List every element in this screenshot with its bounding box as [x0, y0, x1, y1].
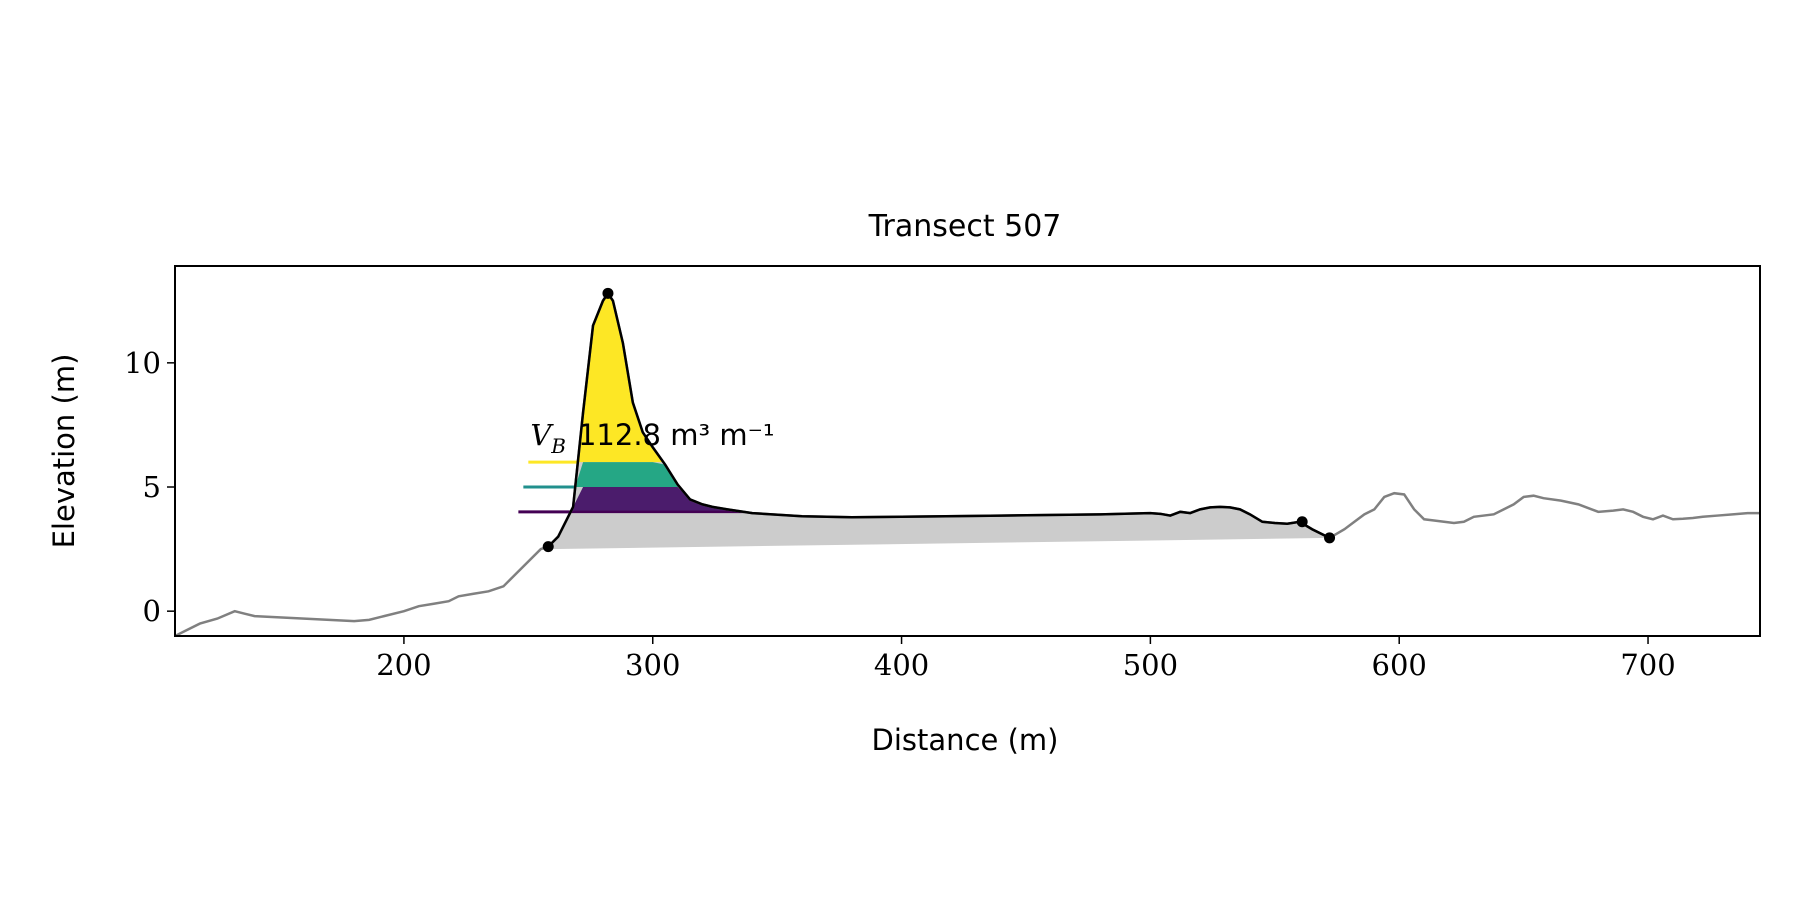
x-tick-label: 600 — [1372, 648, 1427, 682]
x-tick-label: 500 — [1123, 648, 1178, 682]
level-band-4 — [570, 487, 744, 512]
profile-full-line — [175, 291, 1760, 636]
beach-volume-area — [548, 293, 1330, 550]
plot-content — [175, 287, 1760, 636]
plot-area — [175, 287, 1760, 636]
x-tick-label: 400 — [874, 648, 929, 682]
profile-marker-3 — [1296, 516, 1308, 528]
profile-marker-1 — [542, 541, 554, 553]
y-tick-label: 0 — [143, 594, 161, 628]
x-tick-label: 700 — [1620, 648, 1675, 682]
x-axis: 200 300 400 500 600 700 — [376, 636, 1676, 682]
profile-marker-2 — [602, 287, 614, 299]
level-band-6 — [577, 293, 664, 463]
profile-beach-line — [547, 291, 1331, 548]
volume-value: 112.8 m³ m⁻¹ — [578, 418, 775, 452]
volume-annotation-text: VB 112.8 m³ m⁻¹ — [530, 418, 774, 458]
y-axis-label: Elevation (m) — [47, 354, 81, 549]
level-band-5 — [575, 462, 680, 488]
y-tick-label: 10 — [124, 346, 161, 380]
chart-title: Transect 507 — [868, 209, 1062, 244]
x-axis-label: Distance (m) — [872, 723, 1059, 757]
x-tick-label: 200 — [376, 648, 431, 682]
plot-frame — [174, 265, 1761, 637]
volume-subscript: B — [550, 434, 566, 458]
volume-annotation: VB 112.8 m³ m⁻¹ — [530, 418, 774, 458]
profile-marker-4 — [1324, 532, 1336, 544]
x-tick-label: 300 — [625, 648, 680, 682]
y-tick-label: 5 — [143, 470, 161, 504]
y-axis: 0 5 10 — [124, 346, 175, 628]
volume-symbol: V — [530, 418, 554, 452]
